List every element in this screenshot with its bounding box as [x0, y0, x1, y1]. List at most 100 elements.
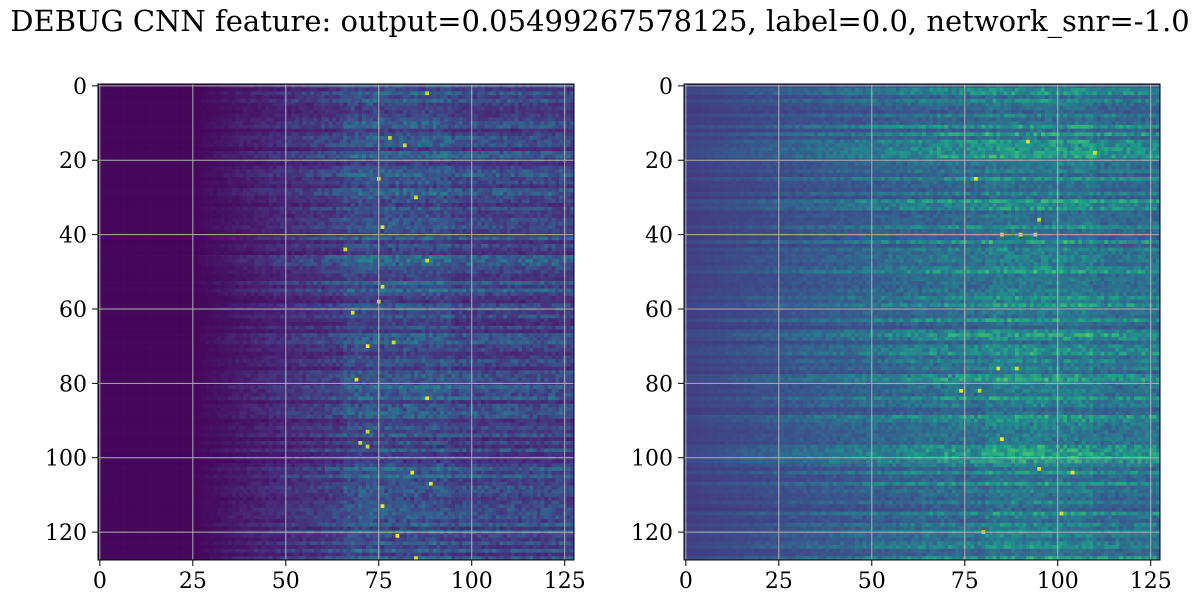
heatmap-cell — [150, 217, 155, 222]
heatmap-cell — [503, 139, 508, 144]
heatmap-cell — [365, 98, 370, 103]
heatmap-cell — [544, 136, 549, 141]
heatmap-cell — [544, 154, 549, 159]
heatmap-cell — [313, 139, 318, 144]
heatmap-cell — [202, 102, 207, 107]
heatmap-cell — [477, 128, 482, 133]
heatmap-cell — [205, 132, 210, 137]
heatmap-cell — [142, 184, 147, 189]
heatmap-cell — [384, 124, 389, 129]
heatmap-cell — [458, 132, 463, 137]
heatmap-cell — [347, 206, 352, 211]
heatmap-cell — [176, 98, 181, 103]
heatmap-cell — [555, 87, 560, 92]
heatmap-cell — [187, 210, 192, 215]
heatmap-cell — [350, 217, 355, 222]
heatmap-cell — [380, 113, 385, 118]
heatmap-cell — [269, 184, 274, 189]
heatmap-cell — [231, 91, 236, 96]
heatmap-cell — [336, 214, 341, 219]
heatmap-cell — [217, 91, 222, 96]
heatmap-cell — [317, 87, 322, 92]
heatmap-cell — [369, 210, 374, 215]
heatmap-cell — [443, 206, 448, 211]
heatmap-cell — [265, 136, 270, 141]
heatmap-cell — [518, 203, 523, 208]
heatmap-cell — [455, 217, 460, 222]
heatmap-cell — [287, 165, 292, 170]
heatmap-cell — [112, 147, 117, 152]
heatmap-cell — [455, 221, 460, 226]
heatmap-cell — [295, 162, 300, 167]
heatmap-cell — [321, 102, 326, 107]
heatmap-cell — [477, 199, 482, 204]
heatmap-cell — [391, 176, 396, 182]
heatmap-cell — [451, 221, 456, 226]
heatmap-cell — [510, 169, 515, 174]
heatmap-cell — [484, 188, 489, 193]
heatmap-cell — [168, 203, 173, 208]
heatmap-cell — [481, 191, 486, 196]
heatmap-cell — [276, 221, 281, 226]
heatmap-cell — [421, 180, 426, 185]
heatmap-cell — [295, 206, 300, 211]
heatmap-cell — [142, 173, 147, 178]
heatmap-cell — [172, 195, 177, 200]
heatmap-cell — [428, 203, 434, 208]
heatmap-cell — [507, 176, 512, 182]
heatmap-cell — [362, 184, 367, 189]
heatmap-cell — [570, 188, 575, 193]
heatmap-cell — [138, 217, 143, 222]
heatmap-cell — [358, 143, 363, 148]
heatmap-cell — [261, 191, 266, 196]
heatmap-cell — [391, 214, 396, 219]
heatmap-cell — [168, 199, 173, 204]
heatmap-cell — [261, 117, 266, 122]
heatmap-cell — [354, 199, 359, 204]
heatmap-cell — [440, 184, 445, 189]
heatmap-cell — [365, 117, 370, 122]
heatmap-cell — [287, 124, 292, 129]
heatmap-cell — [417, 165, 422, 170]
heatmap-cell — [217, 195, 222, 200]
heatmap-cell — [495, 147, 500, 152]
heatmap-cell — [246, 188, 251, 193]
heatmap-cell — [503, 113, 508, 118]
heatmap-cell — [306, 162, 311, 167]
heatmap-cell — [369, 188, 374, 193]
heatmap-cell — [224, 132, 229, 137]
heatmap-cell — [432, 136, 437, 141]
heatmap-cell — [194, 184, 199, 189]
heatmap-cell — [473, 225, 478, 230]
heatmap-cell — [172, 221, 177, 226]
heatmap-cell — [209, 95, 214, 100]
heatmap-cell — [239, 203, 244, 208]
heatmap-cell — [124, 191, 129, 196]
heatmap-cell — [440, 162, 445, 167]
heatmap-cell — [153, 203, 158, 208]
heatmap-cell — [432, 143, 437, 148]
heatmap-cell — [462, 173, 467, 178]
heatmap-cell — [239, 162, 244, 167]
heatmap-cell — [440, 180, 445, 185]
heatmap-cell — [488, 121, 493, 126]
heatmap-cell — [518, 110, 523, 115]
heatmap-cell — [313, 136, 318, 141]
heatmap-cell — [402, 106, 408, 111]
heatmap-cell — [384, 203, 389, 208]
heatmap-cell — [380, 221, 385, 226]
heatmap-cell — [187, 136, 192, 141]
heatmap-cell — [202, 132, 207, 137]
heatmap-cell — [287, 184, 292, 189]
heatmap-cell — [295, 154, 300, 159]
heatmap-cell — [399, 210, 404, 215]
heatmap-cell — [246, 214, 251, 219]
heatmap-cell — [228, 191, 233, 196]
heatmap-cell — [443, 162, 448, 167]
heatmap-cell — [101, 147, 106, 152]
heatmap-cell — [265, 132, 270, 137]
heatmap-cell — [239, 143, 244, 148]
heatmap-cell — [473, 214, 478, 219]
heatmap-cell — [414, 180, 419, 185]
heatmap-cell — [481, 184, 486, 189]
